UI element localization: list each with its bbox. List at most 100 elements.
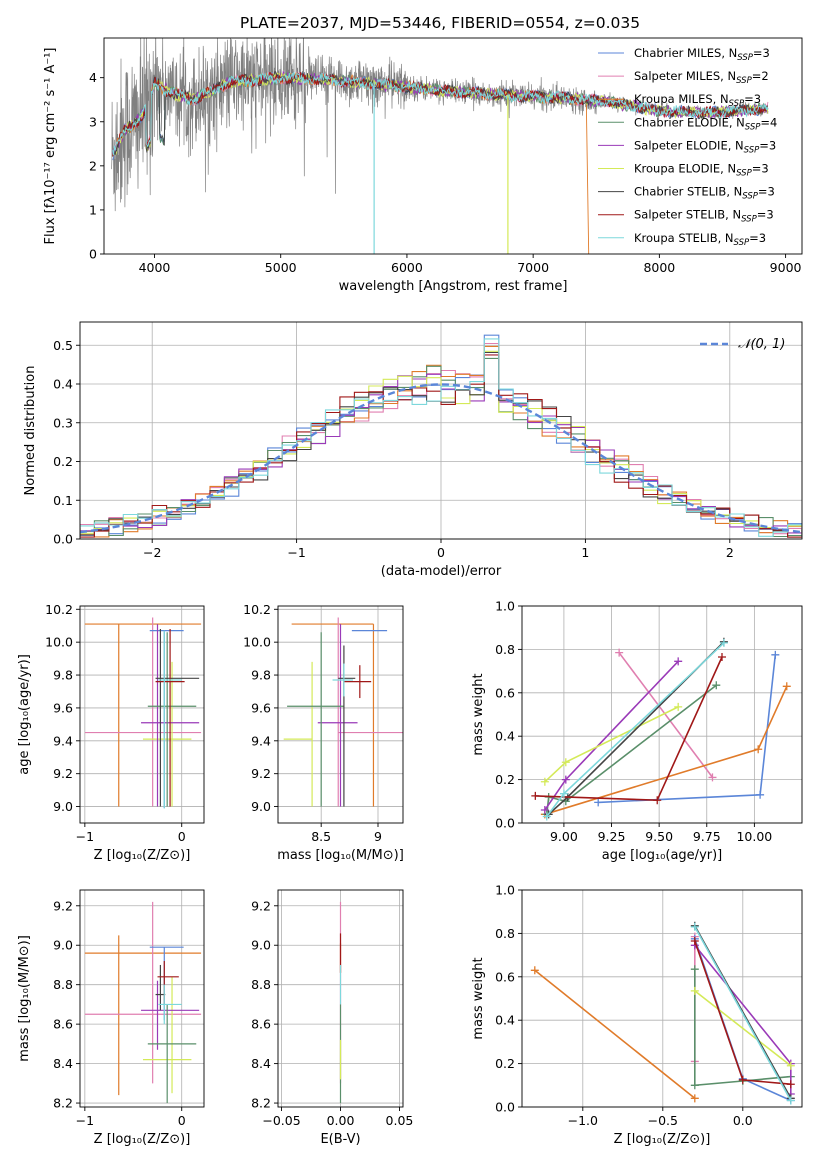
- plot-area: [111, 38, 769, 254]
- y-tick-label: 9.8: [251, 668, 271, 683]
- weight-marker-salpeter_elodie: [674, 657, 683, 666]
- x-tick-label: 0.0: [733, 1113, 753, 1128]
- y-tick-label: 9.2: [53, 898, 73, 913]
- residuals-panel: −2 −1 0 1 2 0.0 0.1 0.2 0.3 0.4 0.5 (data-model)/er…: [23, 321, 803, 579]
- x-tick-label: 7000: [517, 260, 549, 275]
- weight-marker-salpeter_miles: [615, 648, 624, 657]
- weight-marker-kroupa_miles: [690, 1094, 699, 1103]
- weight-marker-salpeter_stelib: [690, 936, 699, 945]
- y-axis-label: age [log₁₀(age/yr)]: [17, 654, 32, 775]
- grid: [80, 890, 204, 1107]
- legend-label: Chabrier STELIB, NSSP=3: [634, 185, 775, 202]
- normal-distribution-curve: [80, 383, 802, 534]
- legend-label-normal: 𝒩(0, 1): [738, 337, 785, 352]
- y-tick-label: 0.4: [53, 377, 73, 392]
- x-tick-label: 9: [374, 829, 382, 844]
- age-vs-mass-panel: 8.5 9 9.0 9.2 9.4 9.6 9.8 10.0 10.2 mass [log₁₀(M…: [243, 602, 404, 863]
- weight-marker-kroupa_stelib: [559, 789, 568, 798]
- x-tick-label: 0.05: [386, 1113, 414, 1128]
- y-tick-label: 0.6: [495, 685, 515, 700]
- weight-marker-chabrier_miles: [594, 798, 603, 807]
- x-tick-label: 9.25: [598, 829, 626, 844]
- y-tick-label: 9.4: [251, 733, 271, 748]
- weight-line-kroupa_miles: [534, 969, 696, 1099]
- x-tick-label: −1: [76, 829, 94, 844]
- axes: −0.05 0.00 0.05 8.2 8.4 8.6 8.8 9.0 9.2 E(B-V): [251, 889, 414, 1147]
- y-tick-label: 10.0: [45, 635, 73, 650]
- weight-vs-metallicity-panel: −1.0 −0.5 0.0 0.0 0.2 0.4 0.6 0.8 1.0 Z [log₁₀(Z/…: [471, 883, 803, 1147]
- axes-frame: [521, 889, 803, 1108]
- y-tick-label: 8.4: [53, 1056, 73, 1071]
- y-tick-label: 0.2: [53, 454, 73, 469]
- y-tick-label: 8.8: [53, 977, 73, 992]
- weight-marker-salpeter_stelib: [786, 1080, 795, 1089]
- weight-vs-age-panel: 9.00 9.25 9.50 9.75 10.00 0.0 0.2 0.4 0.6 0.8 1.0 a…: [471, 599, 803, 863]
- legend-label: Salpeter ELODIE, NSSP=3: [634, 138, 776, 155]
- y-tick-label: 0.0: [53, 532, 73, 547]
- y-tick-label: 9.2: [251, 898, 271, 913]
- figure-title: PLATE=2037, MJD=53446, FIBERID=0554, z=0…: [240, 14, 640, 32]
- weight-marker-kroupa_miles: [530, 966, 539, 975]
- y-tick-label: 9.0: [251, 938, 271, 953]
- weight-marker-kroupa_miles: [754, 745, 763, 754]
- mass-vs-ebv-panel: −0.05 0.00 0.05 8.2 8.4 8.6 8.8 9.0 9.2 E(B-V): [251, 889, 414, 1147]
- axes: −1 0 9.0 9.2 9.4 9.6 9.8 10.0 10.2 Z [log₁₀(Z/Z⊙)…: [17, 602, 205, 863]
- y-tick-label: 10.0: [243, 635, 271, 650]
- y-tick-label: 3: [89, 114, 97, 129]
- y-tick-label: 1.0: [495, 883, 515, 898]
- y-tick-label: 8.2: [251, 1096, 271, 1111]
- weight-line-salpeter_miles: [618, 652, 714, 778]
- weight-marker-kroupa_elodie: [561, 758, 570, 767]
- spectrum-legend: Chabrier MILES, NSSP=3 Salpeter MILES, NS…: [598, 46, 777, 248]
- x-tick-label: 4000: [139, 260, 171, 275]
- y-tick-label: 9.2: [53, 766, 73, 781]
- legend-label: Salpeter MILES, NSSP=2: [634, 69, 769, 86]
- weight-marker-chabrier_miles: [756, 790, 765, 799]
- x-tick-label: 1: [581, 545, 589, 560]
- weight-marker-kroupa_elodie: [690, 986, 699, 995]
- model-spectrum-kroupa_elodie: [112, 72, 769, 157]
- axes-frame: [277, 605, 404, 824]
- x-axis-label: mass [log₁₀(M/M⊙)]: [277, 848, 404, 863]
- age-vs-metallicity-panel: −1 0 9.0 9.2 9.4 9.6 9.8 10.0 10.2 Z [log₁₀(Z/Z⊙)…: [17, 602, 205, 863]
- x-tick-label: −0.05: [262, 1113, 300, 1128]
- weight-line-kroupa_elodie: [694, 990, 792, 1067]
- axes: 4000 5000 6000 7000 8000 9000 0 1 2 3 4 wavelength …: [43, 37, 803, 294]
- x-tick-label: 0: [178, 829, 186, 844]
- weight-marker-salpeter_miles: [708, 773, 717, 782]
- y-tick-label: 9.8: [53, 668, 73, 683]
- x-tick-label: 9.75: [693, 829, 721, 844]
- y-tick-label: 9.2: [251, 766, 271, 781]
- x-tick-label: −1: [287, 545, 305, 560]
- x-tick-label: 2: [726, 545, 734, 560]
- x-tick-label: −1: [76, 1113, 94, 1128]
- weight-marker-kroupa_stelib: [690, 922, 699, 931]
- x-tick-label: −1.0: [568, 1113, 598, 1128]
- y-tick-label: 0.2: [495, 1056, 515, 1071]
- legend-label: Chabrier MILES, NSSP=3: [634, 46, 770, 63]
- x-axis-label: wavelength [Angstrom, rest frame]: [339, 279, 568, 294]
- weight-marker-salpeter_stelib: [653, 796, 662, 805]
- spectrum-panel: 4000 5000 6000 7000 8000 9000 0 1 2 3 4 wavelength …: [43, 37, 803, 294]
- y-tick-label: 8.8: [251, 977, 271, 992]
- y-tick-label: 10.2: [243, 602, 271, 617]
- mass-vs-metallicity-panel: −1 0 8.2 8.4 8.6 8.8 9.0 9.2 Z [log₁₀(Z/Z⊙)] mass…: [17, 889, 205, 1147]
- weight-marker-kroupa_stelib: [786, 1096, 795, 1105]
- weight-marker-chabrier_miles: [771, 650, 780, 659]
- weight-marker-kroupa_stelib: [542, 812, 551, 821]
- weight-marker-kroupa_miles: [782, 682, 791, 691]
- y-tick-label: 8.6: [53, 1017, 73, 1032]
- plot-area: [84, 617, 202, 809]
- y-tick-label: 0.8: [495, 926, 515, 941]
- axes-frame: [79, 889, 205, 1108]
- weight-marker-salpeter_elodie: [561, 775, 570, 784]
- x-tick-label: 9.00: [550, 829, 578, 844]
- x-tick-label: 0.00: [327, 1113, 355, 1128]
- residuals-legend: 𝒩(0, 1): [700, 337, 785, 352]
- y-axis-label: mass [log₁₀(M/M⊙)]: [17, 935, 32, 1062]
- x-axis-label: (data-model)/error: [381, 564, 502, 579]
- y-tick-label: 0.5: [53, 338, 73, 353]
- x-tick-label: 8.5: [311, 829, 331, 844]
- y-tick-label: 0.0: [495, 816, 515, 831]
